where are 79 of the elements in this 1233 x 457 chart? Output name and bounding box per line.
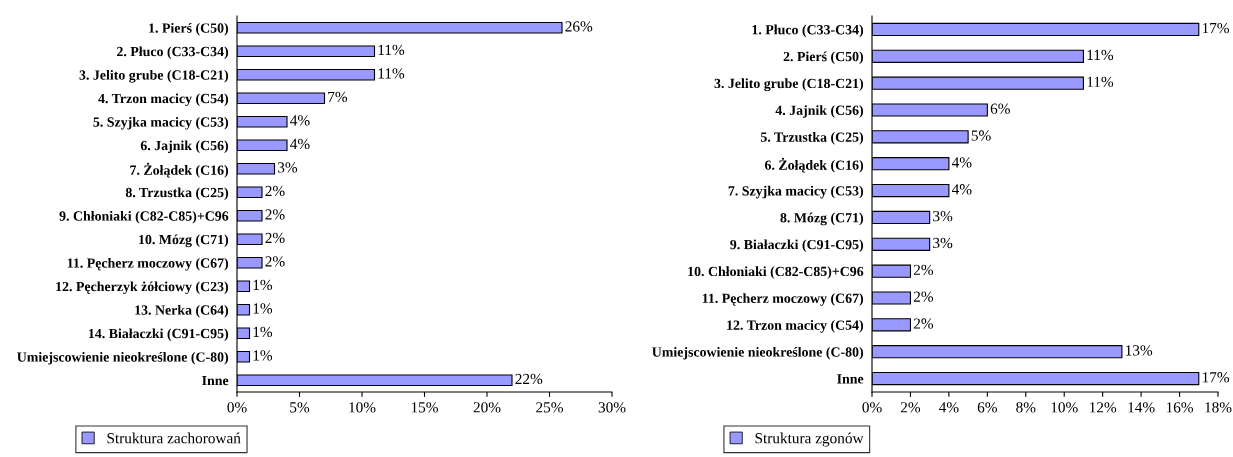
y-tick-label: Inne	[837, 374, 864, 384]
x-tick-label: 10%	[349, 402, 376, 413]
x-tick-label: 30%	[598, 402, 626, 413]
x-tick-label: 8%	[1016, 402, 1036, 413]
data-label: 3%	[933, 237, 953, 249]
x-tick-label: 14%	[1128, 402, 1155, 413]
y-tick-label: 14. Białaczki (C91-C95)	[88, 328, 229, 342]
x-tick-label: 6%	[977, 402, 997, 413]
data-label: 2%	[913, 264, 934, 276]
y-tick-label: 11. Pęcherz moczowy (C67)	[67, 257, 229, 271]
y-tick-label: 10. Chłoniaki (C82-C85)+C96	[688, 266, 864, 279]
x-tick-label: 0%	[862, 402, 882, 413]
y-tick-label: 8. Mózg (C71)	[780, 212, 864, 226]
y-tick-label: 2. Płuco (C33-C34)	[117, 46, 229, 60]
y-tick-label: 2. Pierś (C50)	[783, 51, 864, 65]
x-tick-label: 16%	[1166, 402, 1194, 413]
data-label: 11%	[1087, 76, 1114, 88]
x-tick-label: 12%	[1090, 402, 1117, 413]
y-tick-label: 3. Jelito grube (C18-C21)	[714, 78, 864, 92]
data-label: 13%	[1126, 345, 1153, 356]
data-label: 1%	[253, 350, 273, 361]
x-tick-label: 20%	[473, 402, 501, 413]
x-tick-label: 10%	[1051, 402, 1078, 413]
data-label: 6%	[990, 103, 1010, 114]
y-tick-label: 7. Szyjka macicy (C53)	[728, 185, 864, 199]
y-tick-label: 8. Trzustka (C25)	[125, 187, 229, 201]
y-tick-label: 4. Trzon macicy (C54)	[98, 93, 229, 107]
data-label: 11%	[378, 68, 405, 79]
y-tick-label: 12. Pęcherzyk żółciowy (C23)	[56, 281, 229, 295]
y-tick-label: 11. Pęcherz moczowy (C67)	[702, 293, 864, 306]
data-label: 11%	[378, 44, 405, 56]
data-label: 26%	[565, 21, 593, 32]
y-tick-label: 7. Żołądek (C16)	[130, 162, 229, 178]
data-label: 2%	[265, 185, 285, 197]
y-tick-label: 10. Mózg (C71)	[139, 234, 229, 248]
legend-label: Struktura zachorowań	[107, 432, 241, 444]
legend-label: Struktura zgonów	[755, 432, 864, 447]
data-label: 2%	[913, 291, 934, 302]
data-label: 1%	[253, 303, 273, 314]
data-label: 2%	[913, 318, 934, 329]
data-label: 1%	[253, 279, 273, 291]
data-label: 3%	[933, 210, 953, 222]
y-tick-label: Inne	[202, 375, 229, 386]
data-label: 4%	[290, 138, 310, 150]
x-tick-label: 2%	[900, 402, 921, 413]
data-label: 5%	[971, 130, 991, 141]
data-label: 2%	[265, 256, 285, 267]
x-tick-label: 0%	[227, 402, 247, 413]
y-tick-label: 5. Trzustka (C25)	[760, 132, 864, 145]
y-tick-label: 1. Płuco (C33-C34)	[752, 24, 864, 38]
data-label: 17%	[1202, 22, 1230, 34]
y-tick-label: 5. Szyjka macicy (C53)	[93, 116, 229, 130]
y-tick-label: 9. Białaczki (C91-C95)	[730, 239, 864, 253]
y-tick-label: 1. Pierś (C50)	[149, 22, 229, 36]
x-tick-label: 18%	[1205, 402, 1232, 413]
x-tick-label: 15%	[411, 402, 438, 413]
y-tick-label: 6. Jajnik (C56)	[140, 140, 229, 154]
data-label: 3%	[278, 162, 298, 173]
data-label: 1%	[253, 326, 273, 338]
data-label: 22%	[515, 373, 543, 385]
data-label: 2%	[265, 209, 285, 220]
y-tick-label: 9. Chłoniaki (C82-C85)+C96	[59, 210, 229, 224]
y-tick-label: Umiejscowienie nieokreślone (C-80)	[652, 346, 864, 360]
data-label: 11%	[1087, 49, 1114, 61]
data-label: 4%	[951, 157, 972, 168]
y-tick-label: 13. Nerka (C64)	[135, 304, 229, 318]
y-tick-label: 3. Jelito grube (C18-C21)	[79, 69, 229, 83]
y-tick-label: 6. Żołądek (C16)	[764, 157, 864, 173]
y-tick-label: Umiejscowienie nieokreślone (C-80)	[17, 351, 229, 365]
data-label: 2%	[265, 232, 285, 244]
x-tick-label: 25%	[536, 402, 563, 413]
x-tick-label: 4%	[939, 402, 959, 413]
y-tick-label: 12. Trzon macicy (C54)	[727, 320, 864, 333]
y-tick-label: 4. Jajnik (C56)	[775, 105, 864, 118]
data-label: 4%	[290, 115, 310, 126]
data-label: 4%	[951, 184, 972, 195]
data-label: 17%	[1202, 372, 1230, 383]
x-tick-label: 5%	[290, 402, 310, 413]
data-label: 7%	[328, 91, 348, 103]
